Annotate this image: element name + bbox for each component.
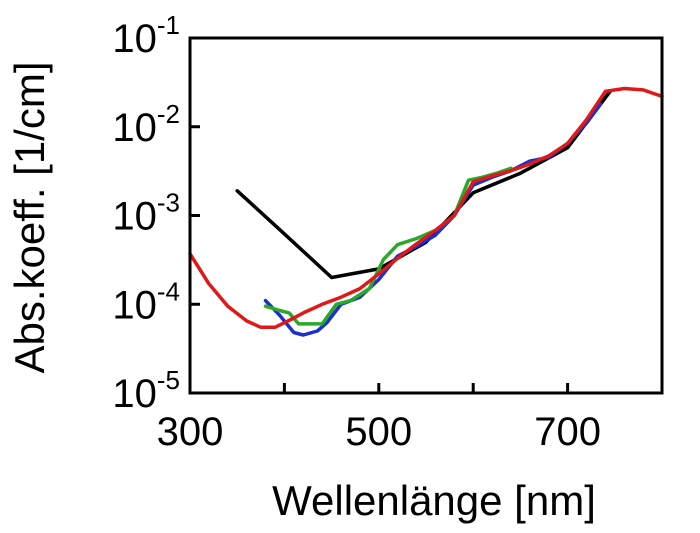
x-tick-label: 300 — [157, 410, 224, 454]
series-line-2 — [263, 102, 603, 337]
y-tick-label: 10-4 — [112, 276, 180, 327]
y-axis-title: Abs.koeff. [1/cm] — [6, 61, 53, 373]
x-axis-title: Wellenlänge [nm] — [272, 477, 596, 524]
series-layer — [188, 86, 664, 337]
y-tick-label: 10-1 — [112, 10, 180, 61]
series-line-1 — [235, 89, 612, 280]
plot-frame — [188, 36, 664, 395]
tick-label-layer: 300 500 700 10-5 10-4 10-3 10-2 10-1 — [112, 10, 601, 454]
y-tick-label: 10-2 — [112, 99, 180, 150]
series-line-4 — [188, 86, 664, 330]
y-tick-label: 10-3 — [112, 188, 180, 239]
x-tick-label: 500 — [345, 410, 412, 454]
tick-layer — [188, 36, 664, 395]
y-tick-label: 10-5 — [112, 365, 180, 416]
x-tick-label: 700 — [534, 410, 601, 454]
